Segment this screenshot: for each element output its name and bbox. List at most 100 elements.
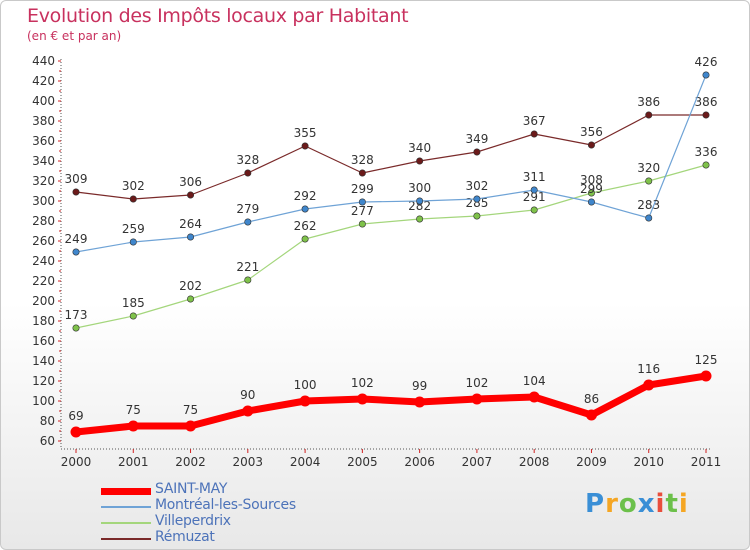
x-tick-label: 2011 bbox=[691, 455, 722, 469]
data-point-saint-may bbox=[471, 393, 483, 405]
data-point-montreal-les-sources bbox=[244, 218, 252, 226]
data-point-villeperdrix bbox=[416, 215, 424, 223]
x-tick-label: 2009 bbox=[576, 455, 607, 469]
data-label-saint-may: 102 bbox=[351, 376, 374, 390]
data-label-villeperdrix: 282 bbox=[408, 199, 431, 213]
y-tick-label: 340 bbox=[32, 154, 55, 168]
data-point-villeperdrix bbox=[587, 189, 595, 197]
data-point-remuzat bbox=[244, 169, 252, 177]
data-label-remuzat: 349 bbox=[465, 132, 488, 146]
data-label-remuzat: 386 bbox=[695, 95, 718, 109]
y-tick-label: 220 bbox=[32, 274, 55, 288]
data-label-saint-may: 99 bbox=[412, 379, 427, 393]
data-point-saint-may bbox=[528, 391, 540, 403]
y-tick-label: 160 bbox=[32, 334, 55, 348]
y-tick-label: 80 bbox=[40, 414, 55, 428]
legend-swatch bbox=[101, 522, 151, 524]
x-tick-label: 2001 bbox=[118, 455, 149, 469]
legend-swatch bbox=[101, 506, 151, 508]
data-label-remuzat: 356 bbox=[580, 125, 603, 139]
data-label-saint-may: 102 bbox=[465, 376, 488, 390]
data-point-remuzat bbox=[187, 191, 195, 199]
data-point-villeperdrix bbox=[473, 212, 481, 220]
data-point-montreal-les-sources bbox=[473, 195, 481, 203]
y-tick-label: 400 bbox=[32, 94, 55, 108]
data-label-villeperdrix: 185 bbox=[122, 296, 145, 310]
data-point-remuzat bbox=[129, 195, 137, 203]
y-tick-label: 140 bbox=[32, 354, 55, 368]
data-point-montreal-les-sources bbox=[702, 71, 710, 79]
data-point-villeperdrix bbox=[530, 206, 538, 214]
y-tick-label: 200 bbox=[32, 294, 55, 308]
data-label-remuzat: 340 bbox=[408, 141, 431, 155]
data-label-montreal-les-sources: 311 bbox=[523, 170, 546, 184]
data-point-saint-may bbox=[242, 405, 254, 417]
data-point-saint-may bbox=[585, 409, 597, 421]
series-line-saint-may bbox=[72, 372, 710, 436]
logo-letter: i bbox=[678, 489, 689, 519]
y-tick-label: 120 bbox=[32, 374, 55, 388]
data-label-montreal-les-sources: 302 bbox=[465, 179, 488, 193]
data-label-remuzat: 309 bbox=[65, 172, 88, 186]
data-label-villeperdrix: 262 bbox=[294, 219, 317, 233]
data-label-montreal-les-sources: 299 bbox=[580, 182, 603, 196]
data-point-villeperdrix bbox=[187, 295, 195, 303]
data-label-saint-may: 86 bbox=[584, 392, 599, 406]
data-point-remuzat bbox=[645, 111, 653, 119]
logo-letter: r bbox=[605, 489, 619, 519]
data-label-villeperdrix: 291 bbox=[523, 190, 546, 204]
y-tick-label: 240 bbox=[32, 254, 55, 268]
data-point-remuzat bbox=[530, 130, 538, 138]
series-line-villeperdrix bbox=[75, 164, 707, 329]
data-point-villeperdrix bbox=[72, 324, 80, 332]
data-label-villeperdrix: 308 bbox=[580, 173, 603, 187]
y-tick-label: 180 bbox=[32, 314, 55, 328]
data-label-saint-may: 69 bbox=[68, 409, 83, 423]
data-label-montreal-les-sources: 292 bbox=[294, 189, 317, 203]
y-tick-label: 60 bbox=[40, 434, 55, 448]
data-point-montreal-les-sources bbox=[187, 233, 195, 241]
data-label-villeperdrix: 173 bbox=[65, 308, 88, 322]
chart-title: Evolution des Impôts locaux par Habitant bbox=[27, 5, 409, 27]
data-label-montreal-les-sources: 249 bbox=[65, 232, 88, 246]
legend-swatch bbox=[101, 538, 151, 540]
data-label-saint-may: 90 bbox=[240, 388, 255, 402]
x-tick-label: 2002 bbox=[175, 455, 206, 469]
data-point-villeperdrix bbox=[358, 220, 366, 228]
x-tick-label: 2007 bbox=[462, 455, 493, 469]
data-label-montreal-les-sources: 264 bbox=[179, 217, 202, 231]
data-point-montreal-les-sources bbox=[645, 214, 653, 222]
y-tick-label: 100 bbox=[32, 394, 55, 408]
data-point-montreal-les-sources bbox=[72, 248, 80, 256]
data-label-montreal-les-sources: 279 bbox=[236, 202, 259, 216]
legend-label: SAINT-MAY bbox=[155, 481, 228, 497]
data-point-villeperdrix bbox=[129, 312, 137, 320]
data-point-montreal-les-sources bbox=[587, 198, 595, 206]
x-tick-label: 2004 bbox=[290, 455, 321, 469]
data-point-saint-may bbox=[299, 395, 311, 407]
y-tick-label: 260 bbox=[32, 234, 55, 248]
data-label-saint-may: 104 bbox=[523, 374, 546, 388]
proxiti-logo: Proxiti bbox=[585, 489, 689, 519]
logo-letter: x bbox=[637, 489, 656, 519]
data-point-villeperdrix bbox=[244, 276, 252, 284]
data-label-villeperdrix: 202 bbox=[179, 279, 202, 293]
data-label-remuzat: 367 bbox=[523, 114, 546, 128]
data-point-saint-may bbox=[185, 420, 197, 432]
data-point-montreal-les-sources bbox=[358, 198, 366, 206]
data-point-villeperdrix bbox=[301, 235, 309, 243]
logo-letter: t bbox=[665, 489, 679, 519]
data-label-montreal-les-sources: 283 bbox=[637, 198, 660, 212]
data-label-remuzat: 355 bbox=[294, 126, 317, 140]
data-point-remuzat bbox=[301, 142, 309, 150]
data-label-villeperdrix: 336 bbox=[695, 145, 718, 159]
data-point-saint-may bbox=[356, 393, 368, 405]
legend-label: Rémuzat bbox=[155, 529, 215, 545]
data-label-montreal-les-sources: 259 bbox=[122, 222, 145, 236]
data-point-montreal-les-sources bbox=[129, 238, 137, 246]
legend-label: Villeperdrix bbox=[155, 513, 231, 529]
x-tick-label: 2000 bbox=[61, 455, 92, 469]
data-label-remuzat: 306 bbox=[179, 175, 202, 189]
data-point-saint-may bbox=[414, 396, 426, 408]
